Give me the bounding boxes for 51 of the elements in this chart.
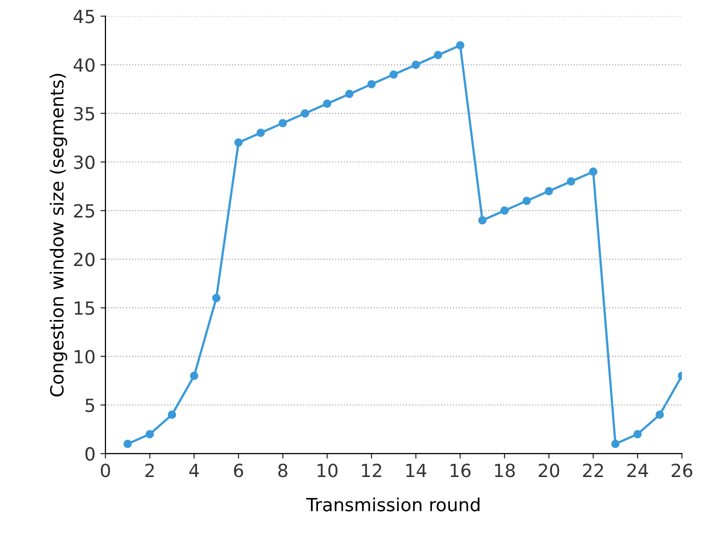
y-tick-label: 15 <box>74 301 94 315</box>
point <box>656 410 664 419</box>
point <box>500 206 509 215</box>
y-tick-label: 40 <box>74 58 95 72</box>
x-tick-label: 14 <box>406 464 426 478</box>
point <box>478 216 487 224</box>
point <box>190 372 198 380</box>
x-tick-label: 6 <box>234 464 244 478</box>
y-tick-label: 35 <box>74 106 94 121</box>
x-tick-label: 12 <box>362 464 382 478</box>
point <box>168 410 176 419</box>
point <box>323 100 332 108</box>
x-tick-label: 26 <box>672 464 692 478</box>
point <box>123 440 132 448</box>
point <box>544 186 554 196</box>
y-tick-label: 25 <box>74 204 94 218</box>
point <box>522 196 531 206</box>
y-tick-label: 30 <box>74 155 95 170</box>
point <box>412 60 420 69</box>
point <box>278 118 287 128</box>
point <box>212 294 220 302</box>
point <box>566 177 576 186</box>
point <box>300 109 310 118</box>
x-tick-label: 18 <box>495 464 515 478</box>
y-tick-label: 0 <box>85 447 95 461</box>
x-tick-label: 10 <box>318 464 338 478</box>
x-tick-label: 8 <box>278 464 288 478</box>
point <box>146 430 154 438</box>
y-tick-label: 5 <box>86 398 94 412</box>
y-tick-label: 10 <box>74 350 95 364</box>
x-tick-label: 4 <box>189 464 199 478</box>
x-tick-label: 16 <box>450 464 471 478</box>
x-axis-title: Transmission round <box>306 497 480 512</box>
point <box>256 128 265 138</box>
point <box>390 70 398 79</box>
point <box>611 440 620 448</box>
point <box>589 168 598 176</box>
x-tick-label: 0 <box>100 464 110 478</box>
x-tick-label: 22 <box>583 464 603 478</box>
y-tick-label: 20 <box>74 252 95 266</box>
point <box>345 90 354 98</box>
point <box>367 80 376 88</box>
point <box>456 41 464 50</box>
x-tick-label: 2 <box>145 464 154 478</box>
y-axis-title: Congestion window size (segments) <box>50 74 68 396</box>
x-tick-label: 20 <box>538 464 560 478</box>
point <box>434 50 442 60</box>
x-tick-label: 24 <box>627 464 648 478</box>
point <box>633 430 642 438</box>
point <box>234 138 243 147</box>
y-tick-label: 45 <box>74 10 94 24</box>
